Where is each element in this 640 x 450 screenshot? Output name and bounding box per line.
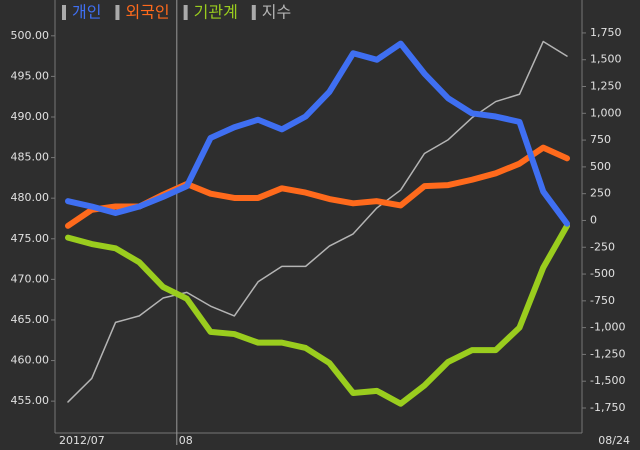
legend-marker bbox=[251, 5, 256, 20]
legend-label: 지수 bbox=[262, 3, 291, 22]
y-tick-label: 470.00 bbox=[11, 272, 50, 285]
series-line bbox=[65, 40, 570, 227]
y2-tick-label: 250 bbox=[590, 187, 611, 200]
y2-tick-label: -1,000 bbox=[590, 321, 625, 334]
legend-label: 외국인 bbox=[125, 3, 169, 22]
y2-tick-label: 1,750 bbox=[590, 26, 622, 39]
y2-tick-label: 0 bbox=[590, 213, 597, 226]
legend-marker bbox=[62, 5, 66, 20]
y-tick-label: 455.00 bbox=[11, 394, 50, 407]
y-tick-label: 490.00 bbox=[11, 110, 50, 123]
legend-marker bbox=[183, 5, 188, 20]
y2-tick-label: 500 bbox=[590, 160, 611, 173]
legend: 개인 외국인 기관계 지수 bbox=[62, 3, 291, 22]
series-line bbox=[67, 40, 568, 403]
y2-tick-label: 1,000 bbox=[590, 106, 622, 119]
x-tick-label: 08 bbox=[179, 434, 193, 447]
y2-tick-label: 1,500 bbox=[590, 53, 622, 66]
y2-tick-label: -500 bbox=[590, 267, 615, 280]
y2-tick-label: -1,500 bbox=[590, 374, 625, 387]
y-tick-label: 465.00 bbox=[11, 313, 50, 326]
y-tick-label: 495.00 bbox=[11, 69, 50, 82]
legend-label: 기관계 bbox=[194, 3, 238, 22]
y-tick-label: 480.00 bbox=[11, 191, 50, 204]
y2-tick-label: -250 bbox=[590, 240, 615, 253]
y2-tick-label: -750 bbox=[590, 294, 615, 307]
x-tick-label: 2012/07 bbox=[59, 434, 105, 447]
y2-tick-label: -1,250 bbox=[590, 347, 625, 360]
y-tick-label: 475.00 bbox=[11, 232, 50, 245]
legend-label: 개인 bbox=[72, 3, 101, 22]
legend-marker bbox=[115, 5, 120, 20]
y2-tick-label: 750 bbox=[590, 133, 611, 146]
y-tick-label: 485.00 bbox=[11, 151, 50, 164]
y2-tick-label: -1,750 bbox=[590, 401, 625, 414]
series-line bbox=[65, 222, 570, 407]
y-tick-label: 460.00 bbox=[11, 354, 50, 367]
x-tick-label: 08/24 bbox=[598, 434, 630, 447]
y-tick-label: 500.00 bbox=[11, 29, 50, 42]
y2-tick-label: 1,250 bbox=[590, 80, 622, 93]
